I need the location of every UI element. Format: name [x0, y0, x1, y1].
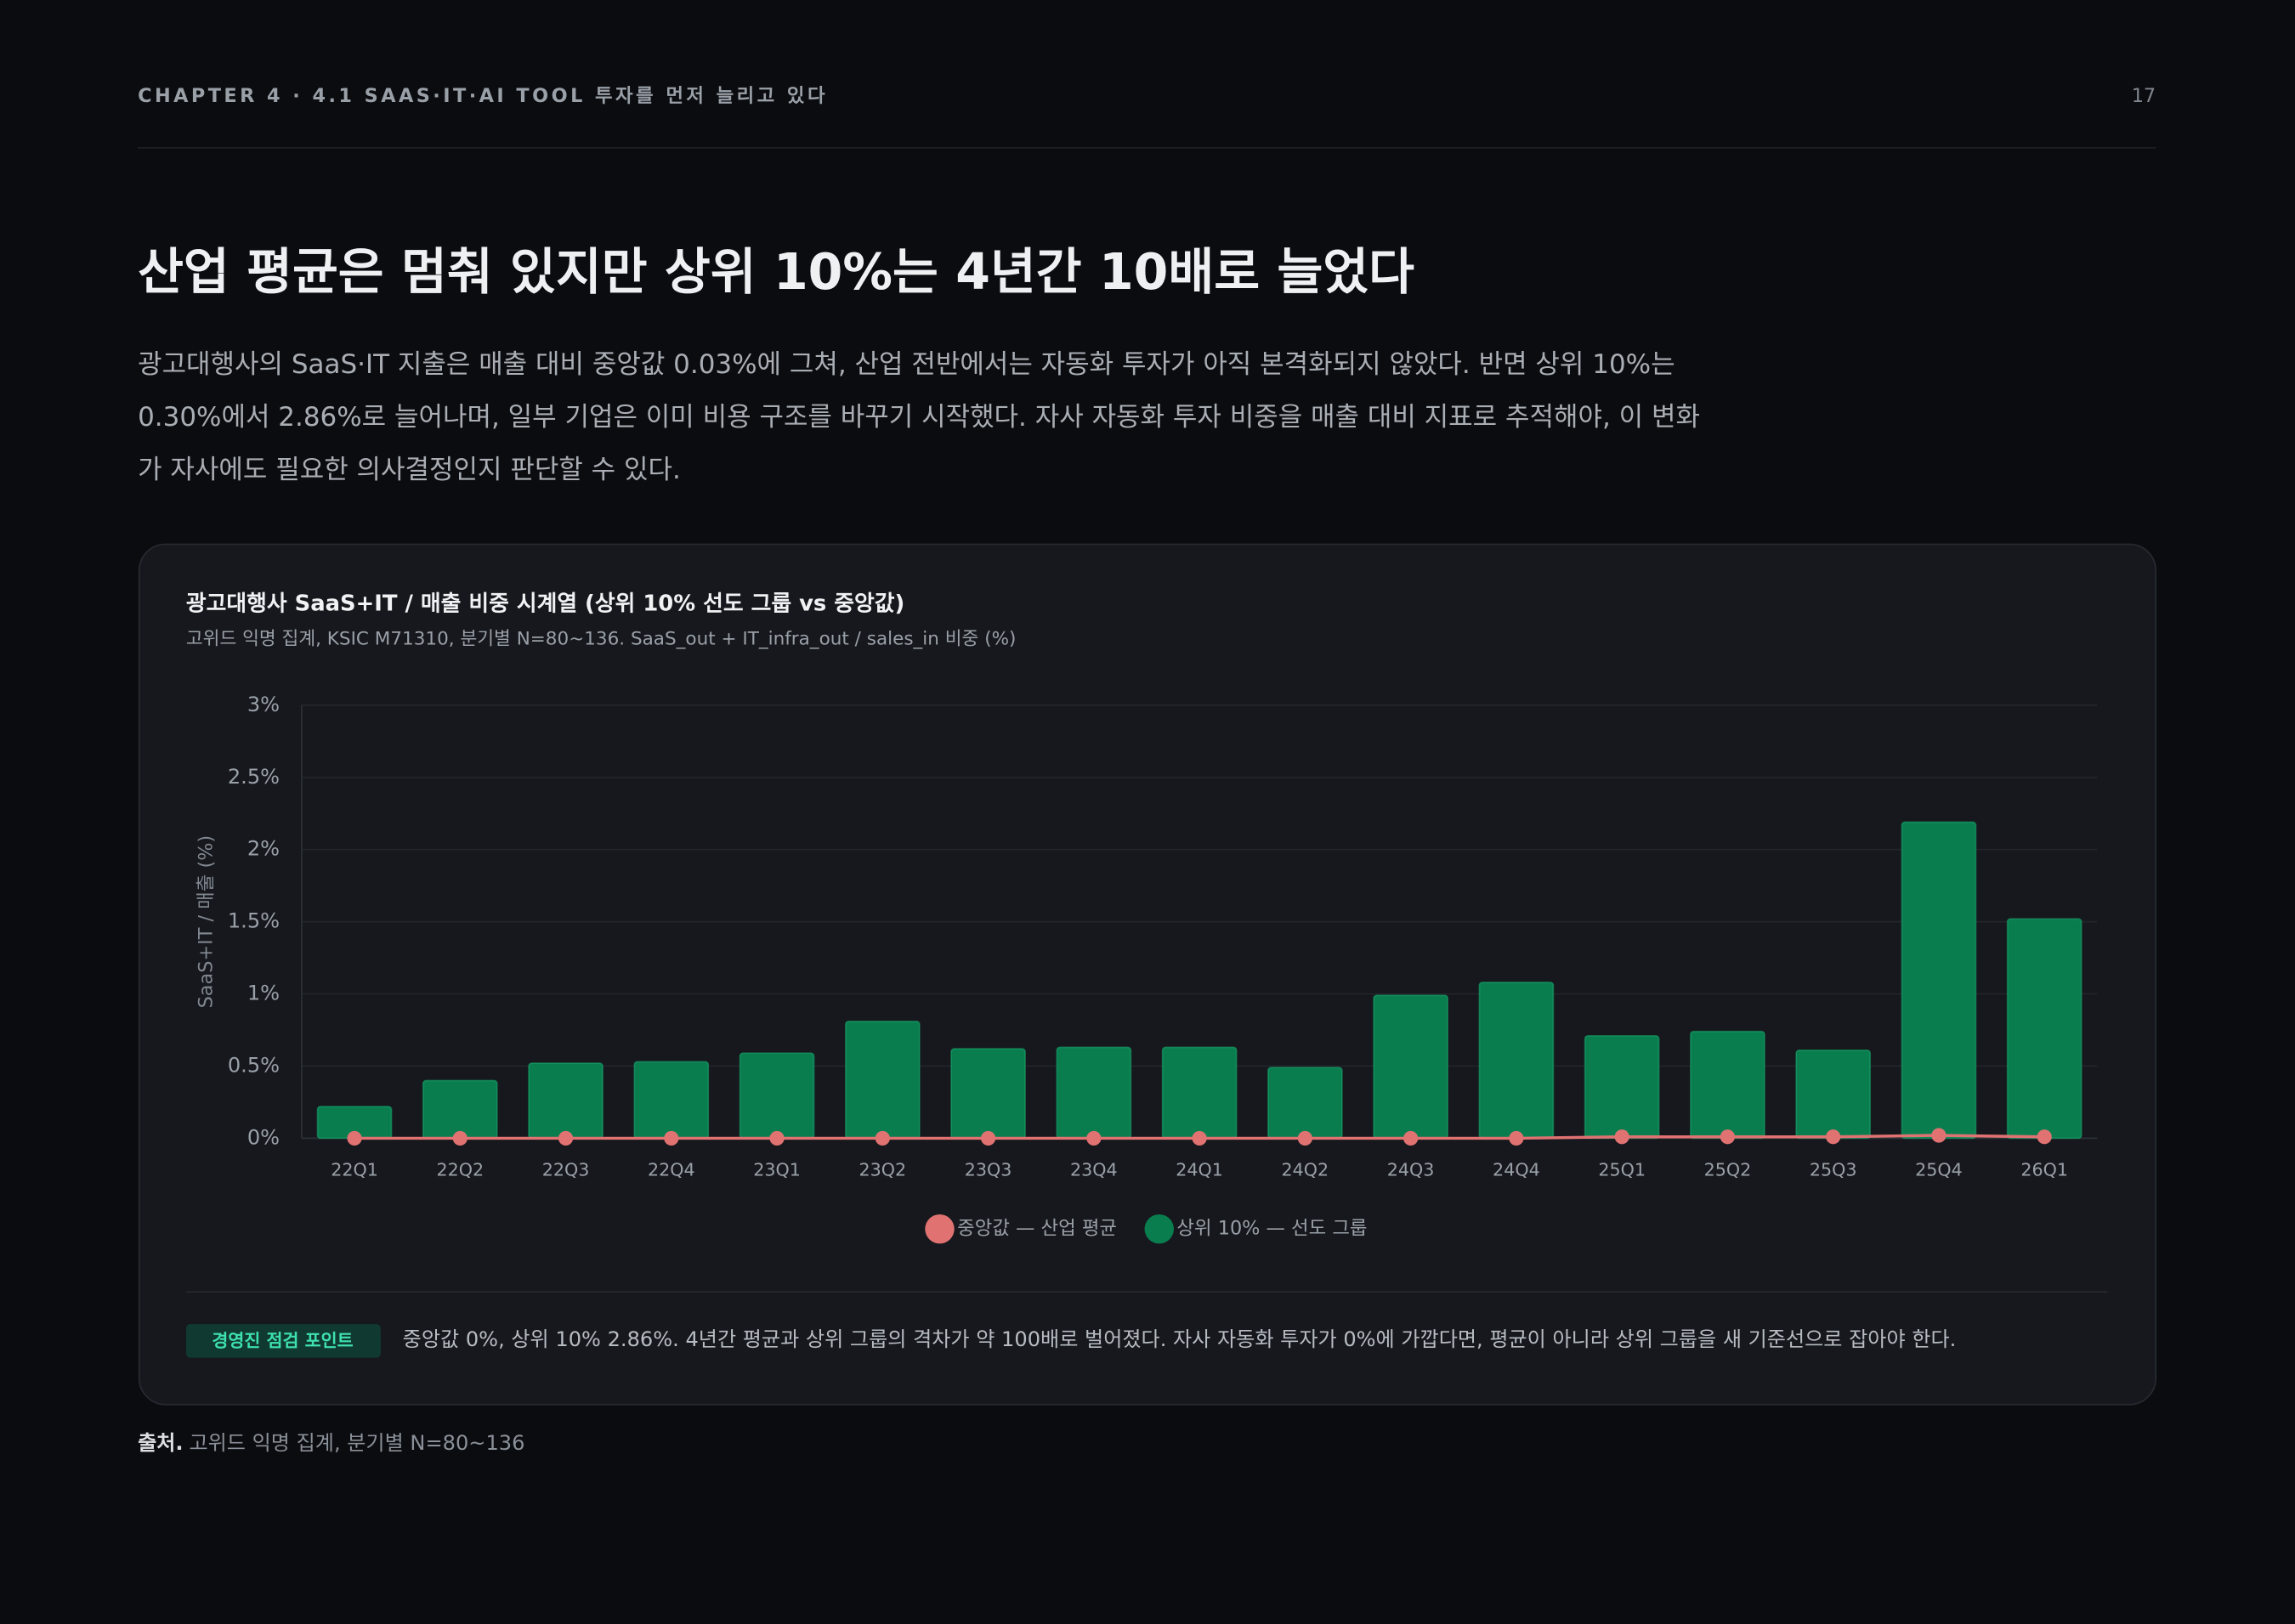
point	[2037, 1129, 2052, 1145]
source-text: 고위드 익명 집계, 분기별 N=80~136	[189, 1431, 524, 1455]
x-tick-label: 22Q2	[436, 1159, 484, 1180]
legend-label: 중앙값 — 산업 평균	[957, 1218, 1117, 1240]
x-tick-label: 23Q3	[965, 1159, 1012, 1180]
bar	[1161, 1046, 1238, 1140]
point	[664, 1130, 679, 1146]
point	[1720, 1129, 1736, 1145]
bar	[844, 1020, 921, 1140]
note-badge-text: 경영진 점검 포인트	[212, 1331, 353, 1351]
bar	[1478, 982, 1555, 1140]
x-tick-label: 22Q1	[331, 1159, 378, 1180]
bar	[950, 1048, 1026, 1140]
point	[1192, 1130, 1207, 1146]
x-tick-label: 24Q2	[1282, 1159, 1329, 1180]
x-tick-label: 24Q3	[1387, 1159, 1435, 1180]
x-tick-label: 25Q1	[1598, 1159, 1646, 1180]
bar	[2006, 918, 2082, 1140]
breadcrumb: CHAPTER 4 · 4.1 SAAS·IT·AI TOOL 투자를 먼저 늘…	[138, 85, 828, 107]
bar	[739, 1052, 815, 1140]
point	[558, 1130, 574, 1146]
x-tick-label: 23Q4	[1070, 1159, 1118, 1180]
bar	[1373, 994, 1448, 1140]
bar	[422, 1079, 498, 1140]
plot: 0% 0.5% 1% 1.5% 2% 2.5% 3% 22Q1 22Q2 22Q3 22Q4 23Q1…	[228, 693, 2098, 1244]
y-tick-label: 1.5%	[228, 909, 280, 933]
point	[1826, 1129, 1841, 1145]
x-tick-label: 25Q3	[1810, 1159, 1857, 1180]
bar	[1901, 821, 1977, 1140]
chart-title: 광고대행사 SaaS+IT / 매출 비중 시계열 (상위 10% 선도 그룹 …	[186, 591, 904, 617]
x-tick-label: 23Q2	[859, 1159, 907, 1180]
bar	[1690, 1030, 1765, 1140]
y-tick-label: 0.5%	[228, 1053, 280, 1077]
x-tick-label: 22Q4	[648, 1159, 695, 1180]
legend-swatch	[1144, 1214, 1174, 1244]
x-tick-label: 24Q4	[1493, 1159, 1540, 1180]
x-tick-label: 23Q1	[753, 1159, 801, 1180]
body-line: 가 자사에도 필요한 의사결정인지 판단할 수 있다.	[138, 455, 681, 485]
bar	[1795, 1049, 1872, 1140]
source-label: 출처.	[138, 1431, 184, 1455]
point	[452, 1130, 468, 1146]
x-tick-label: 24Q1	[1176, 1159, 1223, 1180]
page-title: 산업 평균은 멈춰 있지만 상위 10%는 4년간 10배로 늘었다	[138, 243, 1414, 301]
point	[980, 1130, 996, 1146]
x-tick-label: 26Q1	[2020, 1159, 2068, 1180]
bar	[1584, 1034, 1660, 1140]
y-tick-label: 2%	[247, 837, 280, 861]
page-number: 17	[2132, 85, 2156, 107]
point	[347, 1130, 362, 1146]
note-text: 중앙값 0%, 상위 10% 2.86%. 4년간 평균과 상위 그룹의 격차가…	[403, 1327, 1957, 1351]
bar	[1267, 1067, 1343, 1140]
point	[875, 1130, 890, 1146]
source: 출처. 고위드 익명 집계, 분기별 N=80~136	[138, 1431, 524, 1455]
point	[1931, 1128, 1946, 1143]
legend-swatch	[925, 1214, 955, 1244]
chart-card	[138, 543, 2157, 1406]
y-tick-label: 3%	[247, 693, 280, 716]
x-tick-label: 22Q3	[542, 1159, 590, 1180]
point	[1403, 1130, 1419, 1146]
body-line: 광고대행사의 SaaS·IT 지출은 매출 대비 중앙값 0.03%에 그쳐, …	[138, 349, 1675, 380]
y-tick-label: 2.5%	[228, 765, 280, 789]
point	[1086, 1130, 1102, 1146]
x-tick-label: 25Q4	[1915, 1159, 1963, 1180]
bar	[633, 1061, 710, 1140]
x-tick-label: 25Q2	[1704, 1159, 1752, 1180]
y-axis-label: SaaS+IT / 매출 (%)	[195, 835, 217, 1009]
note-badge	[185, 1324, 381, 1358]
chart-subtitle: 고위드 익명 집계, KSIC M71310, 분기별 N=80~136. Sa…	[186, 628, 1017, 649]
legend-label: 상위 10% — 선도 그룹	[1176, 1218, 1367, 1240]
point	[769, 1130, 785, 1146]
point	[1614, 1129, 1629, 1145]
point	[1509, 1130, 1524, 1146]
body-line: 0.30%에서 2.86%로 늘어나며, 일부 기업은 이미 비용 구조를 바꾸…	[138, 402, 1700, 433]
y-tick-label: 1%	[247, 982, 280, 1005]
y-tick-label: 0%	[247, 1125, 280, 1149]
bar	[1056, 1046, 1132, 1140]
point	[1297, 1130, 1312, 1146]
bar	[528, 1062, 604, 1140]
